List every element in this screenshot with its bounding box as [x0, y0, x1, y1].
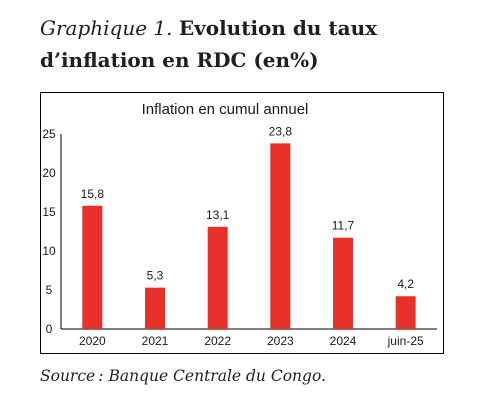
data-label: 15,8 — [81, 187, 105, 201]
x-tick-label: 2022 — [204, 334, 231, 348]
figure-number: Graphique 1. — [40, 16, 173, 40]
y-tick-label: 25 — [42, 127, 56, 141]
bar — [395, 296, 416, 329]
bar — [333, 237, 353, 329]
y-tick-label: 15 — [42, 205, 56, 219]
data-label: 5,3 — [147, 269, 164, 283]
y-tick-label: 5 — [46, 283, 53, 297]
y-tick-label: 10 — [42, 244, 56, 258]
data-label: 4,2 — [397, 277, 414, 291]
figure-heading: Graphique 1. Evolution du taux d’inflati… — [40, 12, 480, 76]
x-tick-label: 2021 — [142, 334, 169, 348]
source-note: Source : Banque Centrale du Congo. — [40, 367, 326, 385]
bar — [82, 205, 103, 329]
x-tick-label: 2020 — [79, 334, 106, 348]
data-label: 13,1 — [206, 208, 230, 222]
y-tick-label: 0 — [46, 322, 53, 336]
x-tick-label: juin-25 — [387, 334, 424, 348]
bar — [145, 287, 165, 329]
bar — [207, 226, 228, 329]
bar-chart: Inflation en cumul annuel 0 5 10 15 20 25 15,… — [42, 101, 437, 348]
chart-frame: Inflation en cumul annuel 0 5 10 15 20 25 15,… — [40, 92, 444, 354]
chart-title: Inflation en cumul annuel — [142, 101, 309, 118]
y-tick-label: 20 — [42, 166, 56, 180]
data-label: 11,7 — [332, 219, 355, 233]
x-tick-label: 2024 — [330, 334, 357, 348]
figure-title: Evolution du taux d’inflation en RDC (en… — [40, 16, 378, 72]
x-tick-label: 2023 — [267, 334, 294, 348]
data-label: 23,8 — [269, 124, 293, 138]
bar — [270, 143, 291, 329]
